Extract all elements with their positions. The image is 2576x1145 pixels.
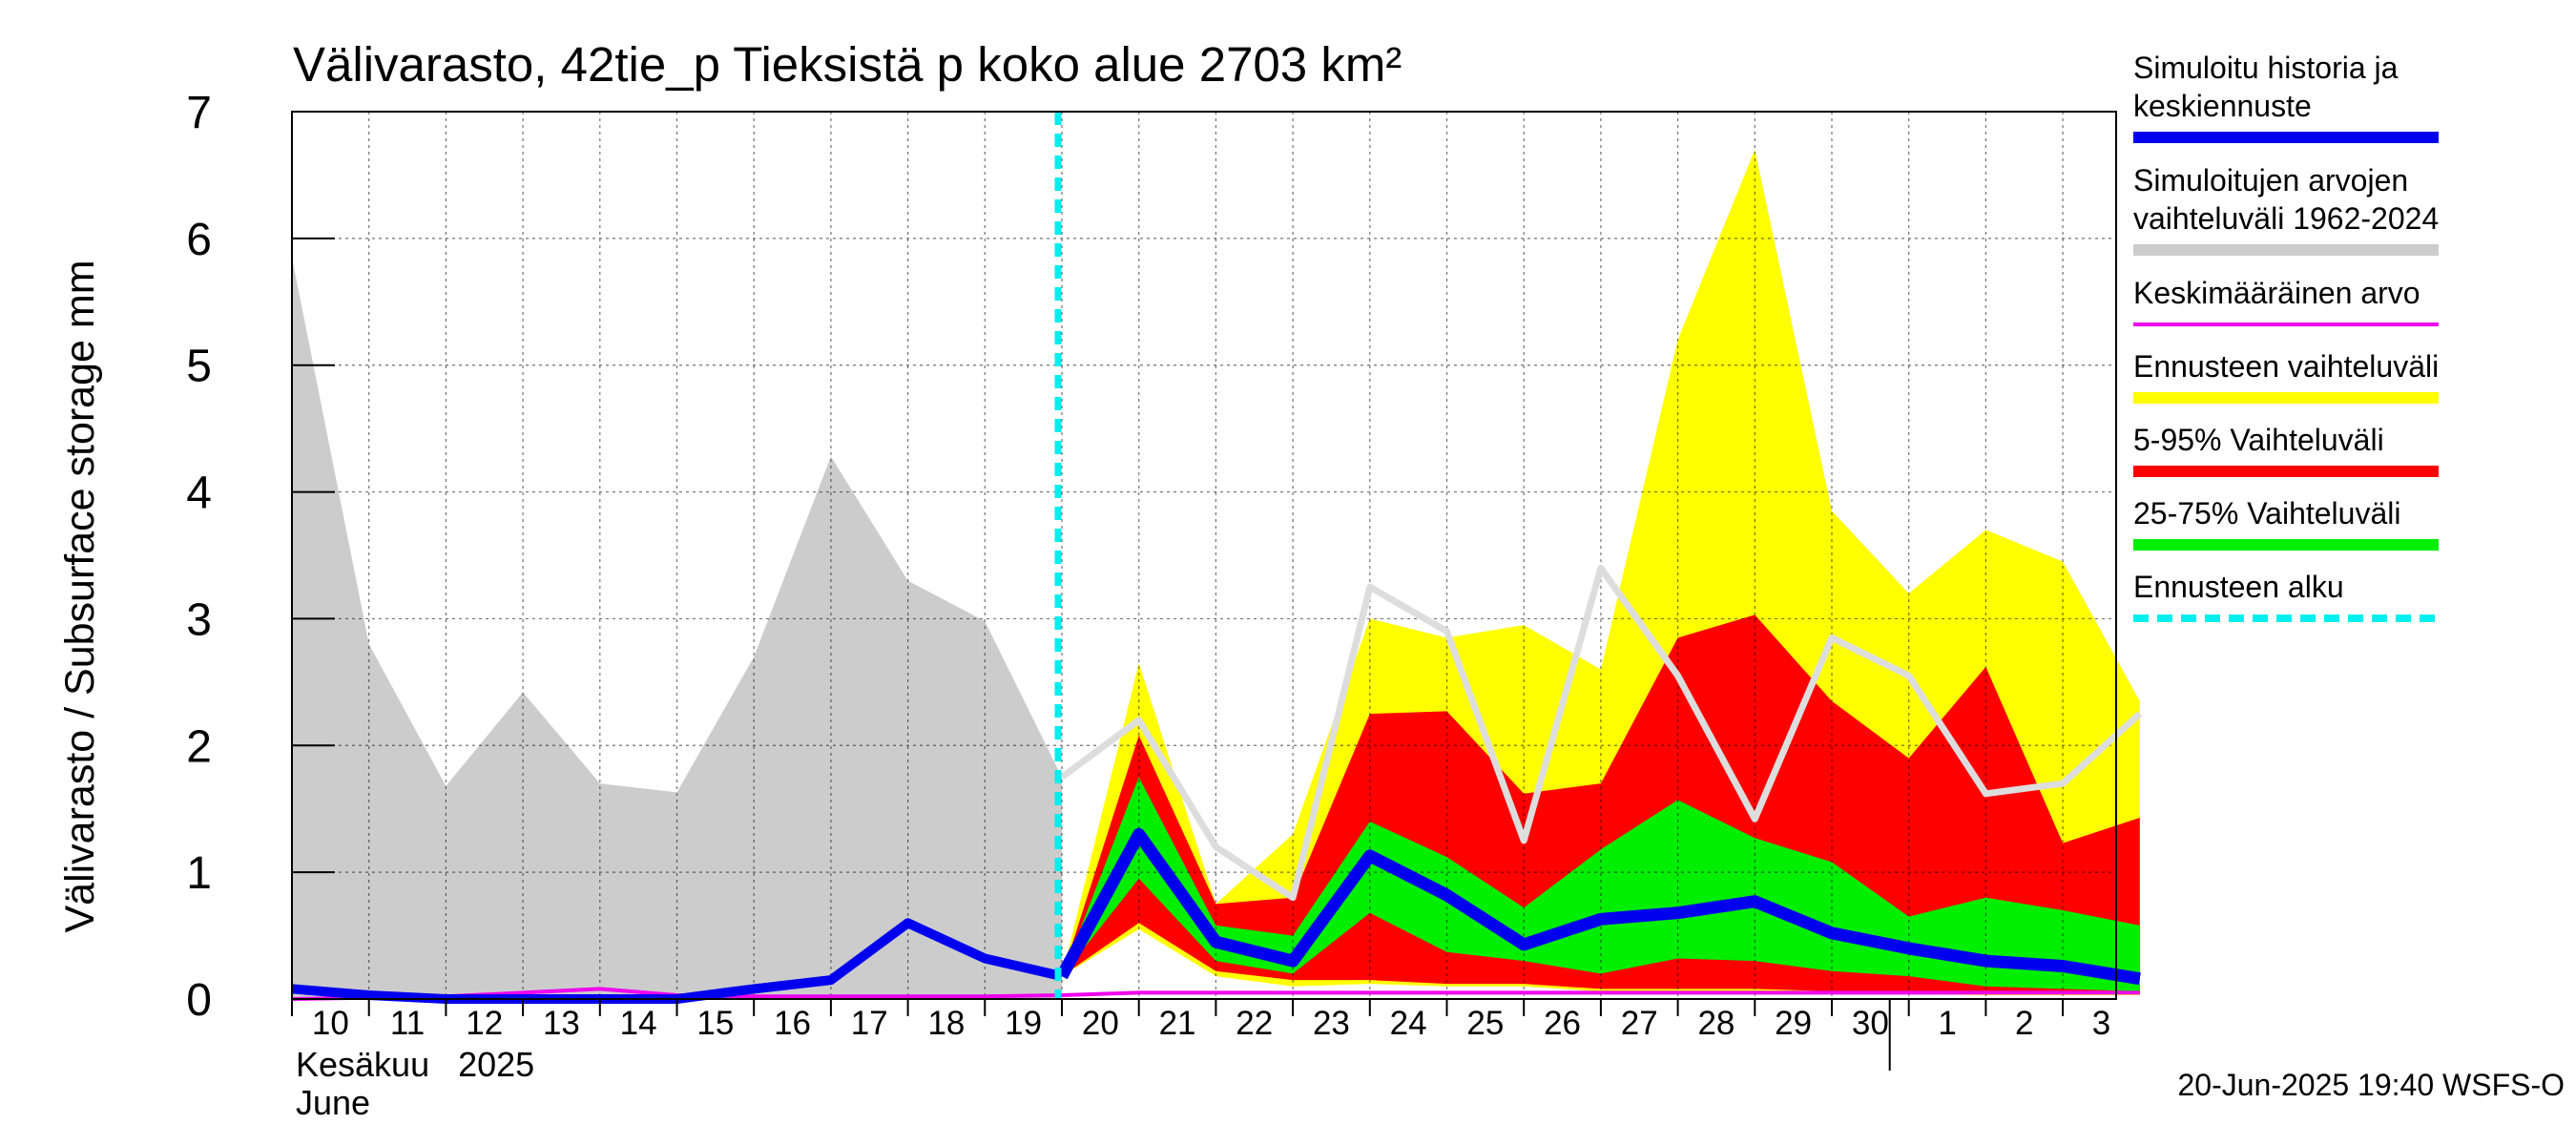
x-tick-label: 3	[2092, 1005, 2110, 1042]
x-tick-label: 27	[1621, 1005, 1658, 1042]
x-tick-label: 11	[390, 1005, 425, 1042]
y-tick-label: 0	[186, 975, 212, 1026]
x-tick-label: 2	[2015, 1005, 2033, 1042]
x-tick-labels: 10 11 12 13 14 15 16 17 18 19 20 21 22 23 24 25 26 27 28 29…	[312, 1005, 2110, 1042]
x-tick-label: 25	[1466, 1005, 1504, 1042]
legend-label: Keskimääräinen arvo	[2133, 276, 2420, 310]
historical-range-max-line	[1059, 564, 2143, 902]
x-tick-label: 18	[927, 1005, 965, 1042]
y-tick-label: 1	[186, 848, 212, 899]
y-tick-label: 2	[186, 721, 212, 772]
chart-grid	[292, 111, 2116, 999]
x-tick-label: 15	[696, 1005, 734, 1042]
y-axis-label: Välivarasto / Subsurface storage mm	[57, 260, 103, 932]
x-tick-label: 17	[851, 1005, 888, 1042]
y-tick-label: 7	[186, 88, 212, 138]
x-tick-label: 28	[1697, 1005, 1735, 1042]
legend-label: 5-95% Vaihteluväli	[2133, 423, 2384, 457]
legend-label-line2: keskiennuste	[2133, 89, 2312, 123]
x-tick-label: 26	[1544, 1005, 1581, 1042]
plot-frame	[291, 111, 2117, 1000]
legend-label-line2: vaihteluväli 1962-2024	[2133, 201, 2439, 236]
y-tick-label: 6	[186, 215, 212, 265]
legend-label: 25-75% Vaihteluväli	[2133, 496, 2400, 531]
legend-label: Simuloitujen arvojen	[2133, 163, 2408, 198]
x-tick-label: 29	[1775, 1005, 1812, 1042]
historical-range-area	[292, 257, 1062, 999]
x-tick-label: 19	[1005, 1005, 1042, 1042]
mean-line	[291, 987, 2140, 1001]
month-label-fi: Kesäkuu 2025	[296, 1045, 534, 1084]
y-tick-label: 3	[186, 594, 212, 645]
x-tick-label: 23	[1313, 1005, 1350, 1042]
y-tick-label: 4	[186, 468, 212, 519]
month-label-en: June	[296, 1083, 370, 1122]
legend-label: Simuloitu historia ja	[2133, 51, 2399, 85]
x-tick-label: 20	[1082, 1005, 1119, 1042]
chart-title: Välivarasto, 42tie_p Tieksistä p koko al…	[293, 37, 1402, 92]
footer-timestamp: 20-Jun-2025 19:40 WSFS-O	[2177, 1068, 2565, 1102]
x-tick-label: 22	[1236, 1005, 1273, 1042]
x-tick-label: 10	[312, 1005, 349, 1042]
x-tick-label: 21	[1159, 1005, 1196, 1042]
legend-label: Ennusteen vaihteluväli	[2133, 349, 2439, 384]
median-forecast-line	[1056, 827, 2141, 986]
y-tick-label: 5	[186, 342, 212, 392]
x-tick-label: 16	[774, 1005, 811, 1042]
legend-label: Ennusteen alku	[2133, 570, 2344, 604]
x-tick-label: 12	[466, 1005, 503, 1042]
x-tick-label: 1	[1938, 1005, 1956, 1042]
x-tick-label: 24	[1390, 1005, 1427, 1042]
x-tick-label: 30	[1852, 1005, 1889, 1042]
chart-axes	[291, 111, 2117, 1071]
legend: Simuloitu historia ja keskiennuste Simuloi…	[2133, 51, 2439, 622]
y-tick-labels: 0 1 2 3 4 5 6 7	[186, 88, 212, 1026]
x-tick-label: 13	[543, 1005, 580, 1042]
x-tick-label: 14	[620, 1005, 657, 1042]
